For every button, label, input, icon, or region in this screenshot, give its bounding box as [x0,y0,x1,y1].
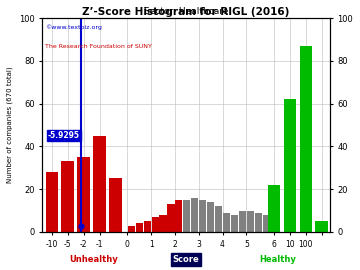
Bar [315,221,328,232]
Bar [93,136,106,232]
Bar [77,157,90,232]
Bar [199,200,206,232]
Bar [223,213,230,232]
Y-axis label: Number of companies (670 total): Number of companies (670 total) [7,67,13,183]
Bar [231,215,238,232]
Text: ©www.textbiz.org: ©www.textbiz.org [45,25,102,30]
Bar [109,178,122,232]
Bar [268,185,280,232]
Bar [159,215,167,232]
Text: Unhealthy: Unhealthy [70,255,118,264]
Bar [175,200,183,232]
Bar [136,223,143,232]
Bar [247,211,254,232]
Bar [300,46,312,232]
Bar [255,213,262,232]
Bar [207,202,214,232]
Bar [215,206,222,232]
Bar [262,215,270,232]
Text: -5.9295: -5.9295 [48,131,80,140]
Bar [167,204,175,232]
Title: Z’-Score Histogram for RIGL (2016): Z’-Score Histogram for RIGL (2016) [82,7,290,17]
Text: Sector: Healthcare: Sector: Healthcare [144,7,228,16]
Bar [183,200,190,232]
Bar [239,211,246,232]
Bar [152,217,159,232]
Text: Score: Score [173,255,199,264]
Bar [62,161,74,232]
Text: The Research Foundation of SUNY: The Research Foundation of SUNY [45,44,152,49]
Bar [46,172,58,232]
Bar [284,99,296,232]
Bar [128,225,135,232]
Bar [144,221,151,232]
Text: Healthy: Healthy [260,255,296,264]
Bar [191,198,198,232]
